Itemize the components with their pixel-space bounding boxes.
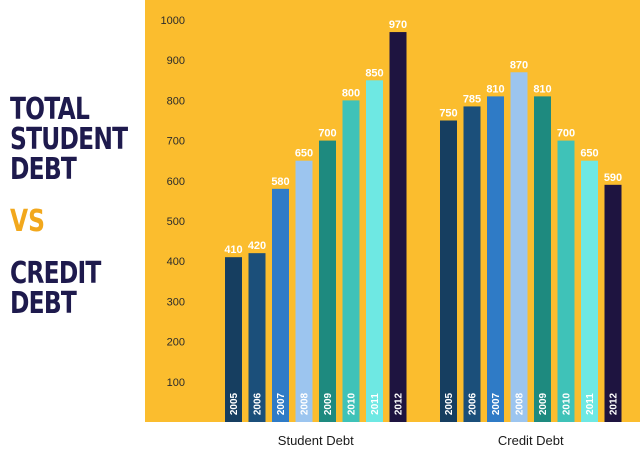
data-label: 590 xyxy=(604,172,622,184)
year-label: 2009 xyxy=(323,392,334,415)
data-label: 650 xyxy=(580,148,598,160)
data-label: 750 xyxy=(439,108,457,120)
data-label: 785 xyxy=(463,93,481,105)
title-line-debt-2: DEBT xyxy=(10,286,77,321)
year-label: 2009 xyxy=(538,392,549,415)
bar xyxy=(366,80,383,423)
title-line-debt: DEBT xyxy=(10,152,77,187)
bar xyxy=(604,184,622,422)
year-label: 2011 xyxy=(370,393,381,415)
bar xyxy=(295,160,313,422)
title-line-credit: CREDIT xyxy=(10,256,101,291)
bar xyxy=(557,140,575,422)
year-label: 2007 xyxy=(276,392,287,415)
bar xyxy=(581,160,598,422)
y-tick-label: 100 xyxy=(167,377,185,389)
data-label: 870 xyxy=(510,59,528,71)
year-label: 2008 xyxy=(515,392,526,415)
bar xyxy=(440,120,457,422)
data-label: 800 xyxy=(342,87,360,99)
bar xyxy=(225,257,242,422)
y-axis: 100 200 300 400 500 600 700 800 900 1000 xyxy=(161,15,185,389)
data-label: 420 xyxy=(248,240,266,252)
year-label: 2012 xyxy=(609,392,620,415)
year-label: 2005 xyxy=(444,392,455,415)
bar xyxy=(272,188,289,422)
year-label: 2006 xyxy=(468,392,479,415)
bar xyxy=(534,96,551,422)
year-label: 2010 xyxy=(347,392,358,415)
y-tick-label: 700 xyxy=(167,136,185,148)
y-tick-label: 1000 xyxy=(161,15,185,27)
y-tick-label: 900 xyxy=(167,55,185,67)
category-label: Student Debt xyxy=(278,433,354,448)
y-tick-label: 500 xyxy=(167,216,185,228)
bar xyxy=(319,140,336,422)
bar xyxy=(510,72,528,422)
year-label: 2011 xyxy=(585,393,596,415)
data-label: 410 xyxy=(224,244,242,256)
y-tick-label: 300 xyxy=(167,296,185,308)
bar xyxy=(487,96,504,422)
data-label: 700 xyxy=(318,128,336,140)
x-axis: Student Debt Credit Debt xyxy=(278,433,564,448)
year-label: 2005 xyxy=(229,392,240,415)
bars: 410 2005 420 2006 580 2007 650 2008 700 2009 800 20… xyxy=(224,19,622,423)
data-label: 810 xyxy=(533,83,551,95)
bar xyxy=(248,253,266,422)
data-label: 970 xyxy=(389,19,407,31)
title-line-student: STUDENT xyxy=(10,122,128,157)
y-tick-label: 200 xyxy=(167,337,185,349)
data-label: 700 xyxy=(557,128,575,140)
title-line-total: TOTAL xyxy=(10,92,90,127)
year-label: 2008 xyxy=(300,392,311,415)
year-label: 2010 xyxy=(562,392,573,415)
title-vs: VS xyxy=(10,204,45,239)
category-label: Credit Debt xyxy=(498,433,564,448)
bar xyxy=(389,32,407,423)
data-label: 650 xyxy=(295,148,313,160)
y-tick-label: 600 xyxy=(167,176,185,188)
data-label: 850 xyxy=(365,67,383,79)
bar xyxy=(342,100,360,423)
year-label: 2012 xyxy=(394,392,405,415)
bar xyxy=(463,106,481,423)
y-tick-label: 400 xyxy=(167,256,185,268)
data-label: 580 xyxy=(271,176,289,188)
year-label: 2007 xyxy=(491,392,502,415)
chart-title: TOTAL STUDENT DEBT VS CREDIT DEBT xyxy=(10,95,145,319)
y-tick-label: 800 xyxy=(167,95,185,107)
data-label: 810 xyxy=(486,83,504,95)
year-label: 2006 xyxy=(253,392,264,415)
